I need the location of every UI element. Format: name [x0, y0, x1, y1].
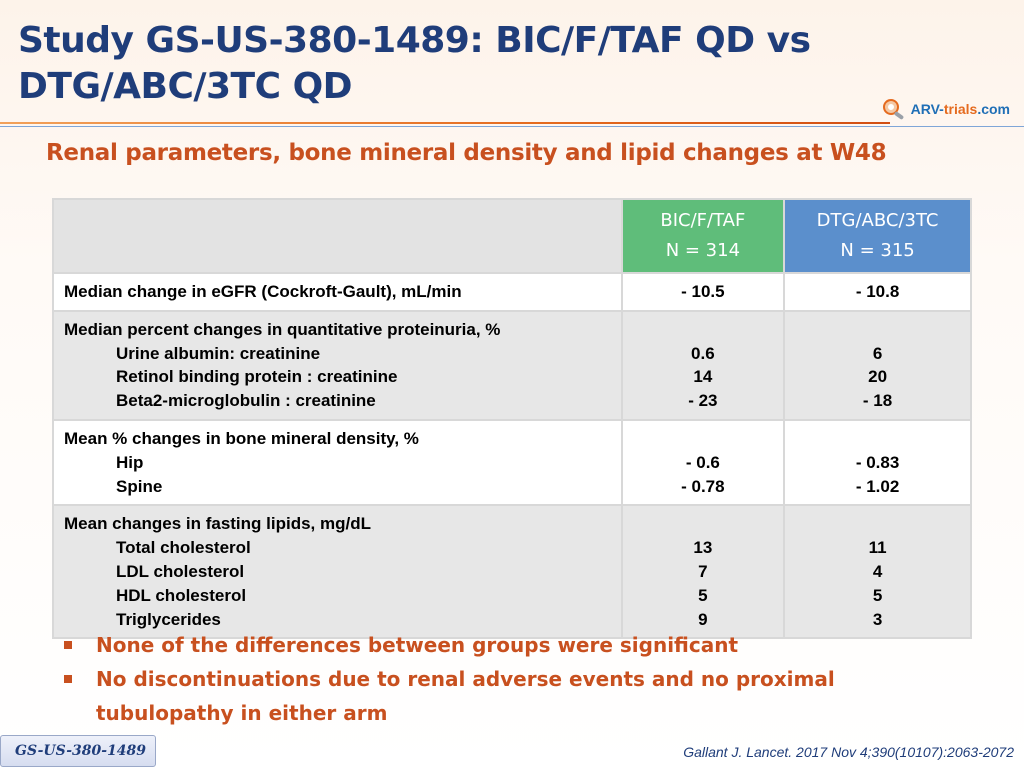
arv-trials-logo: ARV-trials.com	[882, 98, 1010, 120]
lipids-bic-value: 13	[693, 538, 713, 558]
proteinuria-item-label: Retinol binding protein : creatinine	[116, 367, 398, 387]
lipids-dtg-value: 4	[872, 561, 883, 581]
lipids-label-cell: Mean changes in fasting lipids, mg/dL To…	[52, 504, 623, 640]
logo-prefix: ARV-	[910, 101, 944, 117]
bmd-label-cell: Mean % changes in bone mineral density, …	[52, 418, 623, 507]
lipids-dtg-value: 11	[868, 538, 887, 558]
proteinuria-dtg-value: 20	[868, 367, 888, 387]
square-bullet-icon	[64, 675, 72, 683]
bmd-item-label: Spine	[116, 476, 163, 496]
proteinuria-item-label: Urine albumin: creatinine	[116, 343, 321, 363]
egfr-label: Median change in eGFR (Cockroft-Gault), …	[52, 272, 623, 312]
header-bic-f-taf: BIC/F/TAF N = 314	[620, 198, 786, 274]
bullet-text: No discontinuations due to renal adverse…	[96, 667, 835, 725]
slide-title-line1: Study GS-US-380-1489: BIC/F/TAF QD vs	[18, 20, 811, 61]
bmd-bic-value: - 0.78	[681, 476, 725, 496]
proteinuria-label-cell: Median percent changes in quantitative p…	[52, 309, 623, 421]
table-row-egfr: Median change in eGFR (Cockroft-Gault), …	[52, 272, 972, 312]
lipids-bic-value: 5	[698, 585, 708, 605]
header-blank-cell	[52, 198, 623, 274]
proteinuria-bic-values: 0.6 14 - 23	[620, 309, 786, 421]
slide-subtitle: Renal parameters, bone mineral density a…	[46, 140, 887, 166]
results-table: BIC/F/TAF N = 314 DTG/ABC/3TC N = 315 Me…	[52, 198, 972, 640]
bmd-dtg-values: - 0.83 - 1.02	[783, 418, 972, 507]
lipids-item-label: Triglycerides	[116, 609, 221, 629]
bullet-item: No discontinuations due to renal adverse…	[62, 662, 922, 730]
bmd-bic-value: - 0.6	[685, 452, 720, 472]
bmd-dtg-value: - 1.02	[855, 476, 900, 496]
header-divider-blue	[0, 126, 1024, 127]
proteinuria-bic-value: 0.6	[691, 343, 715, 363]
lipids-dtg-value: 3	[872, 609, 883, 629]
proteinuria-dtg-values: 6 20 - 18	[783, 309, 972, 421]
bmd-dtg-value: - 0.83	[855, 452, 900, 472]
logo-text: ARV-trials.com	[911, 101, 1010, 117]
table-row-lipids: Mean changes in fasting lipids, mg/dL To…	[52, 504, 972, 640]
lipids-dtg-values: 11 4 5 3	[783, 504, 972, 640]
lipids-bic-value: 9	[698, 609, 708, 629]
bmd-bic-values: - 0.6 - 0.78	[620, 418, 786, 507]
header-dtg-abc-3tc: DTG/ABC/3TC N = 315	[783, 198, 972, 274]
slide-title-line2: DTG/ABC/3TC QD	[18, 66, 353, 107]
proteinuria-item-label: Beta2-microglobulin : creatinine	[116, 391, 376, 411]
lipids-bic-value: 7	[698, 561, 708, 581]
key-findings-list: None of the differences between groups w…	[62, 628, 922, 730]
proteinuria-dtg-value: 6	[872, 343, 883, 363]
lipids-item-label: Total cholesterol	[116, 538, 251, 558]
header-bic-n: N = 314	[665, 240, 741, 261]
header-dtg-name: DTG/ABC/3TC	[816, 210, 939, 231]
lipids-bic-values: 13 7 5 9	[620, 504, 786, 640]
proteinuria-bic-value: - 23	[688, 391, 718, 411]
proteinuria-dtg-value: - 18	[862, 391, 893, 411]
lipids-dtg-value: 5	[872, 585, 883, 605]
bullet-text: None of the differences between groups w…	[96, 633, 739, 657]
magnifier-logo-icon	[882, 98, 908, 120]
logo-trials: trials	[943, 101, 978, 117]
slide-title: Study GS-US-380-1489: BIC/F/TAF QD vs DT…	[18, 18, 838, 110]
proteinuria-heading: Median percent changes in quantitative p…	[64, 319, 501, 339]
bullet-item: None of the differences between groups w…	[62, 628, 922, 662]
egfr-bic-value: - 10.5	[620, 272, 786, 312]
header-bic-name: BIC/F/TAF	[660, 210, 746, 231]
header-dtg-n: N = 315	[840, 240, 915, 261]
citation: Gallant J. Lancet. 2017 Nov 4;390(10107)…	[683, 744, 1014, 760]
lipids-item-label: HDL cholesterol	[116, 585, 247, 605]
table-row-bmd: Mean % changes in bone mineral density, …	[52, 418, 972, 507]
proteinuria-bic-value: 14	[693, 367, 713, 387]
table-header-row: BIC/F/TAF N = 314 DTG/ABC/3TC N = 315	[52, 198, 972, 274]
header-divider-orange	[0, 122, 890, 124]
table-row-proteinuria: Median percent changes in quantitative p…	[52, 309, 972, 421]
study-tag: GS-US-380-1489	[0, 735, 156, 767]
logo-suffix: .com	[977, 101, 1010, 117]
lipids-heading: Mean changes in fasting lipids, mg/dL	[64, 514, 371, 534]
lipids-item-label: LDL cholesterol	[116, 561, 245, 581]
square-bullet-icon	[64, 641, 72, 649]
egfr-dtg-value: - 10.8	[783, 272, 972, 312]
bmd-item-label: Hip	[116, 452, 144, 472]
bmd-heading: Mean % changes in bone mineral density, …	[64, 428, 419, 448]
